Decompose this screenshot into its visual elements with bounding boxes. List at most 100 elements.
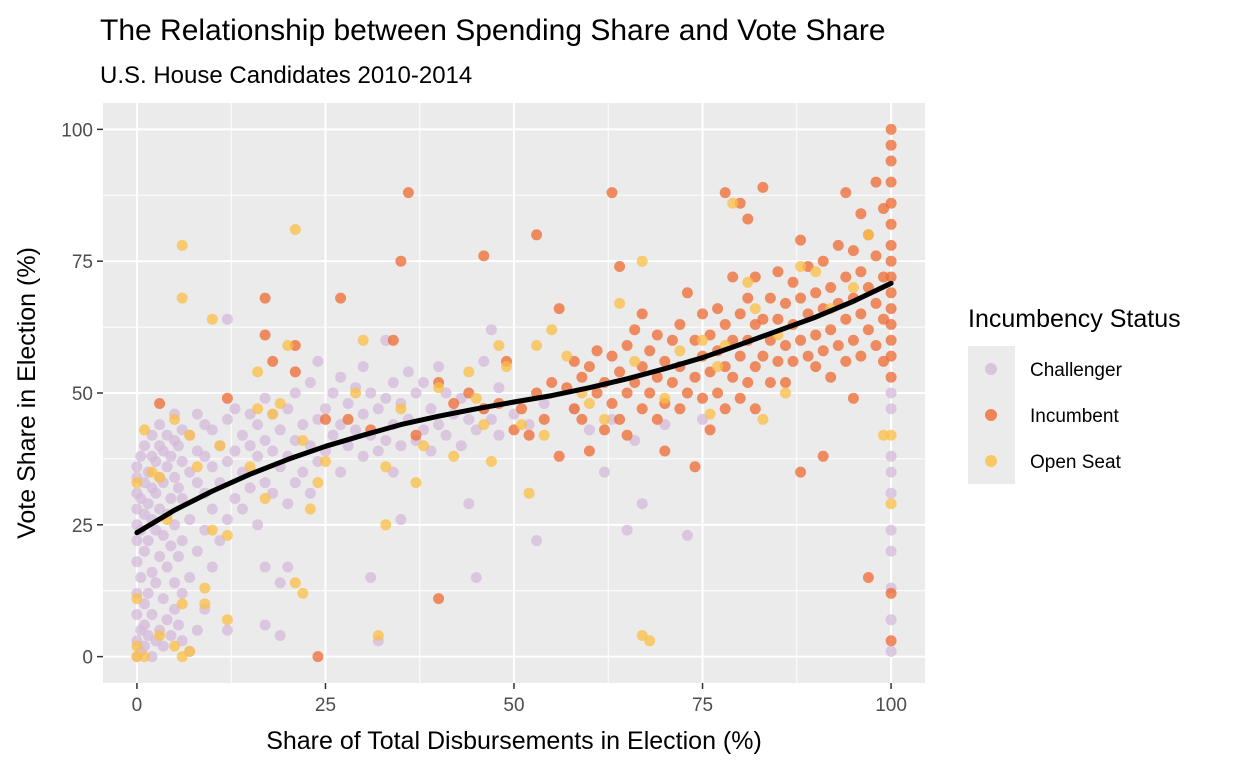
point-challenger xyxy=(274,630,286,641)
point-open-seat xyxy=(478,419,490,431)
point-incumbent xyxy=(810,361,822,373)
point-challenger xyxy=(161,614,173,626)
point-incumbent xyxy=(553,450,565,462)
point-open-seat xyxy=(583,398,595,409)
point-incumbent xyxy=(614,413,626,425)
point-challenger xyxy=(636,498,648,510)
point-challenger xyxy=(191,408,203,420)
point-incumbent xyxy=(395,255,407,267)
point-open-seat xyxy=(463,366,475,378)
y-axis-ticks: 0 25 50 75 100 xyxy=(61,120,103,669)
point-challenger xyxy=(395,514,407,525)
point-incumbent xyxy=(402,187,414,199)
point-challenger xyxy=(199,450,211,462)
point-incumbent xyxy=(885,123,897,135)
point-incumbent xyxy=(757,350,769,362)
point-open-seat xyxy=(184,429,196,441)
point-challenger xyxy=(206,461,218,473)
point-incumbent xyxy=(817,450,829,462)
point-challenger xyxy=(463,413,475,425)
point-challenger xyxy=(221,624,233,636)
point-incumbent xyxy=(342,413,354,425)
point-open-seat xyxy=(206,524,218,536)
point-incumbent xyxy=(840,271,852,283)
point-incumbent xyxy=(546,377,558,388)
point-open-seat xyxy=(176,239,188,251)
point-incumbent xyxy=(847,392,859,404)
point-challenger xyxy=(157,640,169,652)
point-challenger xyxy=(237,503,248,515)
point-open-seat xyxy=(531,340,543,351)
point-open-seat xyxy=(259,493,271,504)
point-open-seat xyxy=(501,361,512,373)
point-incumbent xyxy=(154,398,166,409)
point-open-seat xyxy=(742,276,754,288)
point-challenger xyxy=(142,498,154,510)
point-incumbent xyxy=(855,350,867,362)
point-open-seat xyxy=(810,266,822,278)
point-challenger xyxy=(885,524,897,536)
y-axis-title: Vote Share in Election (%) xyxy=(13,247,41,539)
point-incumbent xyxy=(719,187,731,199)
x-tick-label: 100 xyxy=(875,695,907,716)
point-open-seat xyxy=(493,340,505,351)
point-challenger xyxy=(531,535,543,547)
point-open-seat xyxy=(659,392,671,404)
point-open-seat xyxy=(297,435,309,446)
point-challenger xyxy=(312,355,324,367)
x-tick-label: 50 xyxy=(503,695,524,716)
point-incumbent xyxy=(885,587,897,599)
point-challenger xyxy=(433,361,445,373)
point-open-seat xyxy=(282,340,294,351)
point-open-seat xyxy=(847,282,859,293)
point-open-seat xyxy=(410,477,422,489)
point-challenger xyxy=(150,487,162,499)
point-incumbent xyxy=(666,334,678,346)
point-challenger xyxy=(176,535,188,547)
point-incumbent xyxy=(885,176,897,188)
point-incumbent xyxy=(576,413,588,425)
point-open-seat xyxy=(704,408,716,420)
point-open-seat xyxy=(320,456,331,467)
point-challenger xyxy=(206,424,218,436)
point-challenger xyxy=(146,609,158,620)
point-incumbent xyxy=(840,313,852,325)
x-axis-ticks: 0 25 50 75 100 xyxy=(132,683,907,716)
point-challenger xyxy=(357,450,369,462)
point-challenger xyxy=(342,398,354,409)
point-incumbent xyxy=(772,313,784,325)
point-incumbent xyxy=(621,429,633,441)
point-open-seat xyxy=(154,630,166,641)
point-open-seat xyxy=(418,440,429,452)
point-challenger xyxy=(885,466,897,478)
point-challenger xyxy=(237,429,248,441)
point-incumbent xyxy=(832,340,844,351)
point-open-seat xyxy=(199,598,211,610)
point-challenger xyxy=(297,419,309,431)
point-challenger xyxy=(157,529,169,541)
point-challenger xyxy=(206,561,218,573)
chart-title: The Relationship between Spending Share … xyxy=(100,14,886,47)
point-incumbent xyxy=(749,361,761,373)
point-incumbent xyxy=(568,403,580,415)
point-challenger xyxy=(885,614,897,626)
point-open-seat xyxy=(516,419,527,431)
point-open-seat xyxy=(312,477,324,489)
point-challenger xyxy=(885,403,897,415)
point-challenger xyxy=(221,456,233,467)
point-challenger xyxy=(154,551,166,562)
point-challenger xyxy=(470,572,482,583)
point-incumbent xyxy=(787,355,799,367)
point-incumbent xyxy=(448,398,460,409)
point-incumbent xyxy=(712,387,724,399)
point-incumbent xyxy=(817,255,829,267)
point-challenger xyxy=(289,477,301,489)
point-incumbent xyxy=(795,292,807,304)
x-tick-label: 0 xyxy=(132,695,143,716)
point-incumbent xyxy=(659,355,671,367)
point-incumbent xyxy=(576,371,588,383)
point-challenger xyxy=(312,456,324,467)
point-incumbent xyxy=(757,181,769,193)
point-incumbent xyxy=(847,334,859,346)
